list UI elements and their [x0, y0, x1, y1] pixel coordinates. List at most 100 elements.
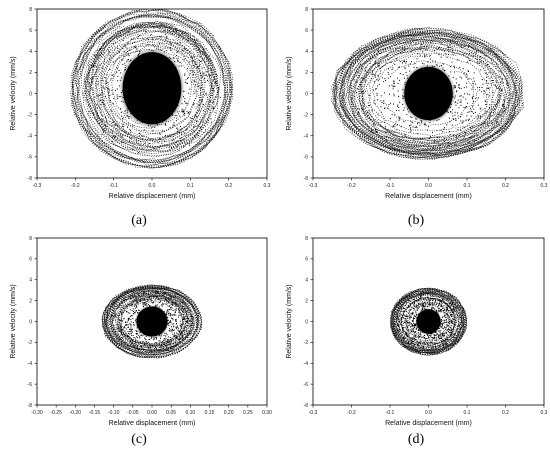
trajectory-point	[405, 332, 407, 334]
trajectory-point	[120, 32, 121, 34]
trajectory-point	[173, 329, 175, 331]
trajectory-point	[164, 141, 166, 142]
trajectory-point	[442, 131, 444, 133]
trajectory-point	[126, 115, 128, 117]
trajectory-point	[153, 345, 155, 347]
trajectory-point	[144, 301, 146, 303]
trajectory-orbit	[101, 36, 200, 123]
trajectory-point	[443, 63, 444, 65]
trajectory-point	[171, 345, 173, 347]
trajectory-point	[479, 108, 481, 110]
trajectory-point	[162, 341, 163, 343]
trajectory-point	[400, 51, 402, 53]
trajectory-point	[172, 343, 174, 345]
trajectory-orbit	[382, 70, 475, 127]
trajectory-point	[398, 326, 400, 328]
trajectory-point	[170, 345, 172, 347]
trajectory-point	[357, 113, 358, 115]
trajectory-point	[134, 312, 136, 314]
trajectory-point	[168, 330, 170, 332]
trajectory-point	[111, 141, 113, 142]
trajectory-point	[432, 345, 434, 347]
trajectory-point	[198, 49, 200, 51]
trajectory-point	[127, 330, 129, 332]
trajectory-orbit	[76, 16, 228, 162]
trajectory-point	[374, 52, 375, 53]
trajectory-point	[175, 319, 176, 321]
trajectory-point	[158, 43, 160, 45]
trajectory-point	[426, 129, 428, 131]
trajectory-point	[444, 321, 446, 323]
trajectory-point	[468, 94, 470, 96]
trajectory-point	[427, 296, 429, 298]
trajectory-orbit	[338, 32, 511, 90]
trajectory-point	[97, 81, 99, 83]
trajectory-point	[458, 107, 460, 109]
trajectory-point	[422, 303, 424, 305]
trajectory-point	[124, 322, 126, 324]
trajectory-point	[108, 91, 110, 93]
trajectory-point	[434, 60, 436, 62]
trajectory-point	[171, 139, 173, 141]
trajectory-point	[451, 330, 452, 331]
trajectory-point	[486, 80, 488, 81]
trajectory-point	[146, 44, 148, 46]
trajectory-point	[414, 309, 416, 311]
trajectory-point	[172, 135, 174, 137]
trajectory-point	[115, 124, 117, 126]
trajectory-point	[127, 335, 129, 337]
trajectory-point	[148, 339, 150, 340]
trajectory-point	[375, 131, 377, 133]
trajectory-point	[193, 48, 195, 50]
trajectory-point	[496, 100, 498, 102]
trajectory-orbit	[90, 28, 213, 148]
trajectory-point	[429, 302, 430, 304]
trajectory-point	[195, 115, 197, 117]
trajectory-point	[454, 101, 456, 103]
trajectory-orbit	[125, 299, 184, 345]
trajectory-point	[165, 135, 166, 137]
trajectory-point	[446, 57, 448, 59]
trajectory-point	[434, 308, 436, 310]
trajectory-point	[139, 26, 141, 28]
trajectory-point	[124, 342, 126, 344]
trajectory-point	[176, 131, 178, 132]
trajectory-point	[174, 144, 176, 145]
x-tick-label: -0.3	[309, 183, 318, 189]
trajectory-point	[181, 332, 183, 334]
trajectory-orbit	[332, 44, 524, 159]
trajectory-point	[176, 31, 177, 33]
trajectory-point	[209, 74, 211, 76]
trajectory-point	[138, 50, 140, 52]
trajectory-point	[161, 142, 163, 144]
trajectory-point	[411, 342, 413, 344]
trajectory-orbit	[114, 292, 193, 351]
trajectory-point	[454, 71, 455, 73]
trajectory-point	[122, 134, 124, 136]
trajectory-point	[488, 118, 490, 119]
trajectory-point	[424, 337, 425, 339]
trajectory-point	[118, 318, 120, 320]
trajectory-point	[174, 345, 176, 347]
trajectory-point	[438, 334, 440, 336]
trajectory-point	[133, 324, 135, 326]
trajectory-point	[112, 52, 114, 54]
trajectory-point	[423, 335, 425, 337]
trajectory-point	[123, 334, 125, 336]
trajectory-point	[168, 344, 170, 346]
trajectory-orbit	[112, 44, 218, 152]
trajectory-point	[362, 93, 364, 95]
trajectory-point	[397, 325, 399, 327]
trajectory-point	[373, 81, 375, 83]
trajectory-point	[396, 318, 398, 320]
trajectory-point	[448, 325, 450, 327]
trajectory-point	[108, 88, 110, 90]
trajectory-point	[193, 318, 195, 320]
trajectory-point	[169, 42, 171, 44]
trajectory-point	[383, 121, 385, 123]
trajectory-orbit	[338, 34, 417, 154]
trajectory-orbit	[103, 286, 179, 343]
trajectory-orbit	[350, 43, 476, 148]
trajectory-point	[469, 45, 471, 47]
trajectory-point	[413, 325, 415, 327]
